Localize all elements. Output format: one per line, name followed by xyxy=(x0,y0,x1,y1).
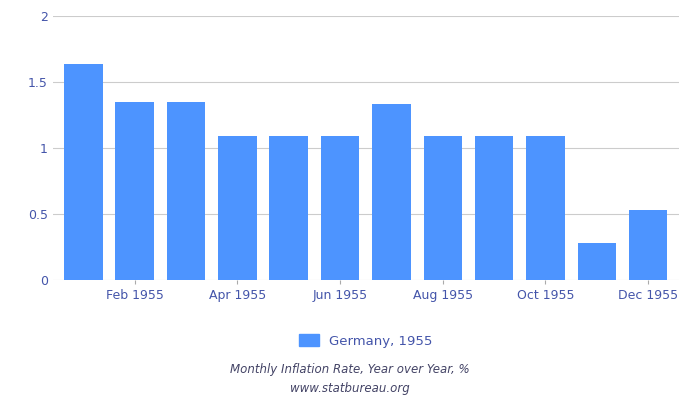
Bar xyxy=(270,136,308,280)
Text: Monthly Inflation Rate, Year over Year, %: Monthly Inflation Rate, Year over Year, … xyxy=(230,364,470,376)
Bar xyxy=(64,64,103,280)
Text: www.statbureau.org: www.statbureau.org xyxy=(290,382,410,395)
Bar xyxy=(321,136,359,280)
Legend: Germany, 1955: Germany, 1955 xyxy=(293,329,438,353)
Bar xyxy=(475,136,513,280)
Bar xyxy=(372,104,411,280)
Bar xyxy=(526,136,565,280)
Bar xyxy=(167,102,205,280)
Bar xyxy=(578,243,616,280)
Bar xyxy=(218,136,257,280)
Bar xyxy=(424,136,462,280)
Bar xyxy=(116,102,154,280)
Bar xyxy=(629,210,667,280)
